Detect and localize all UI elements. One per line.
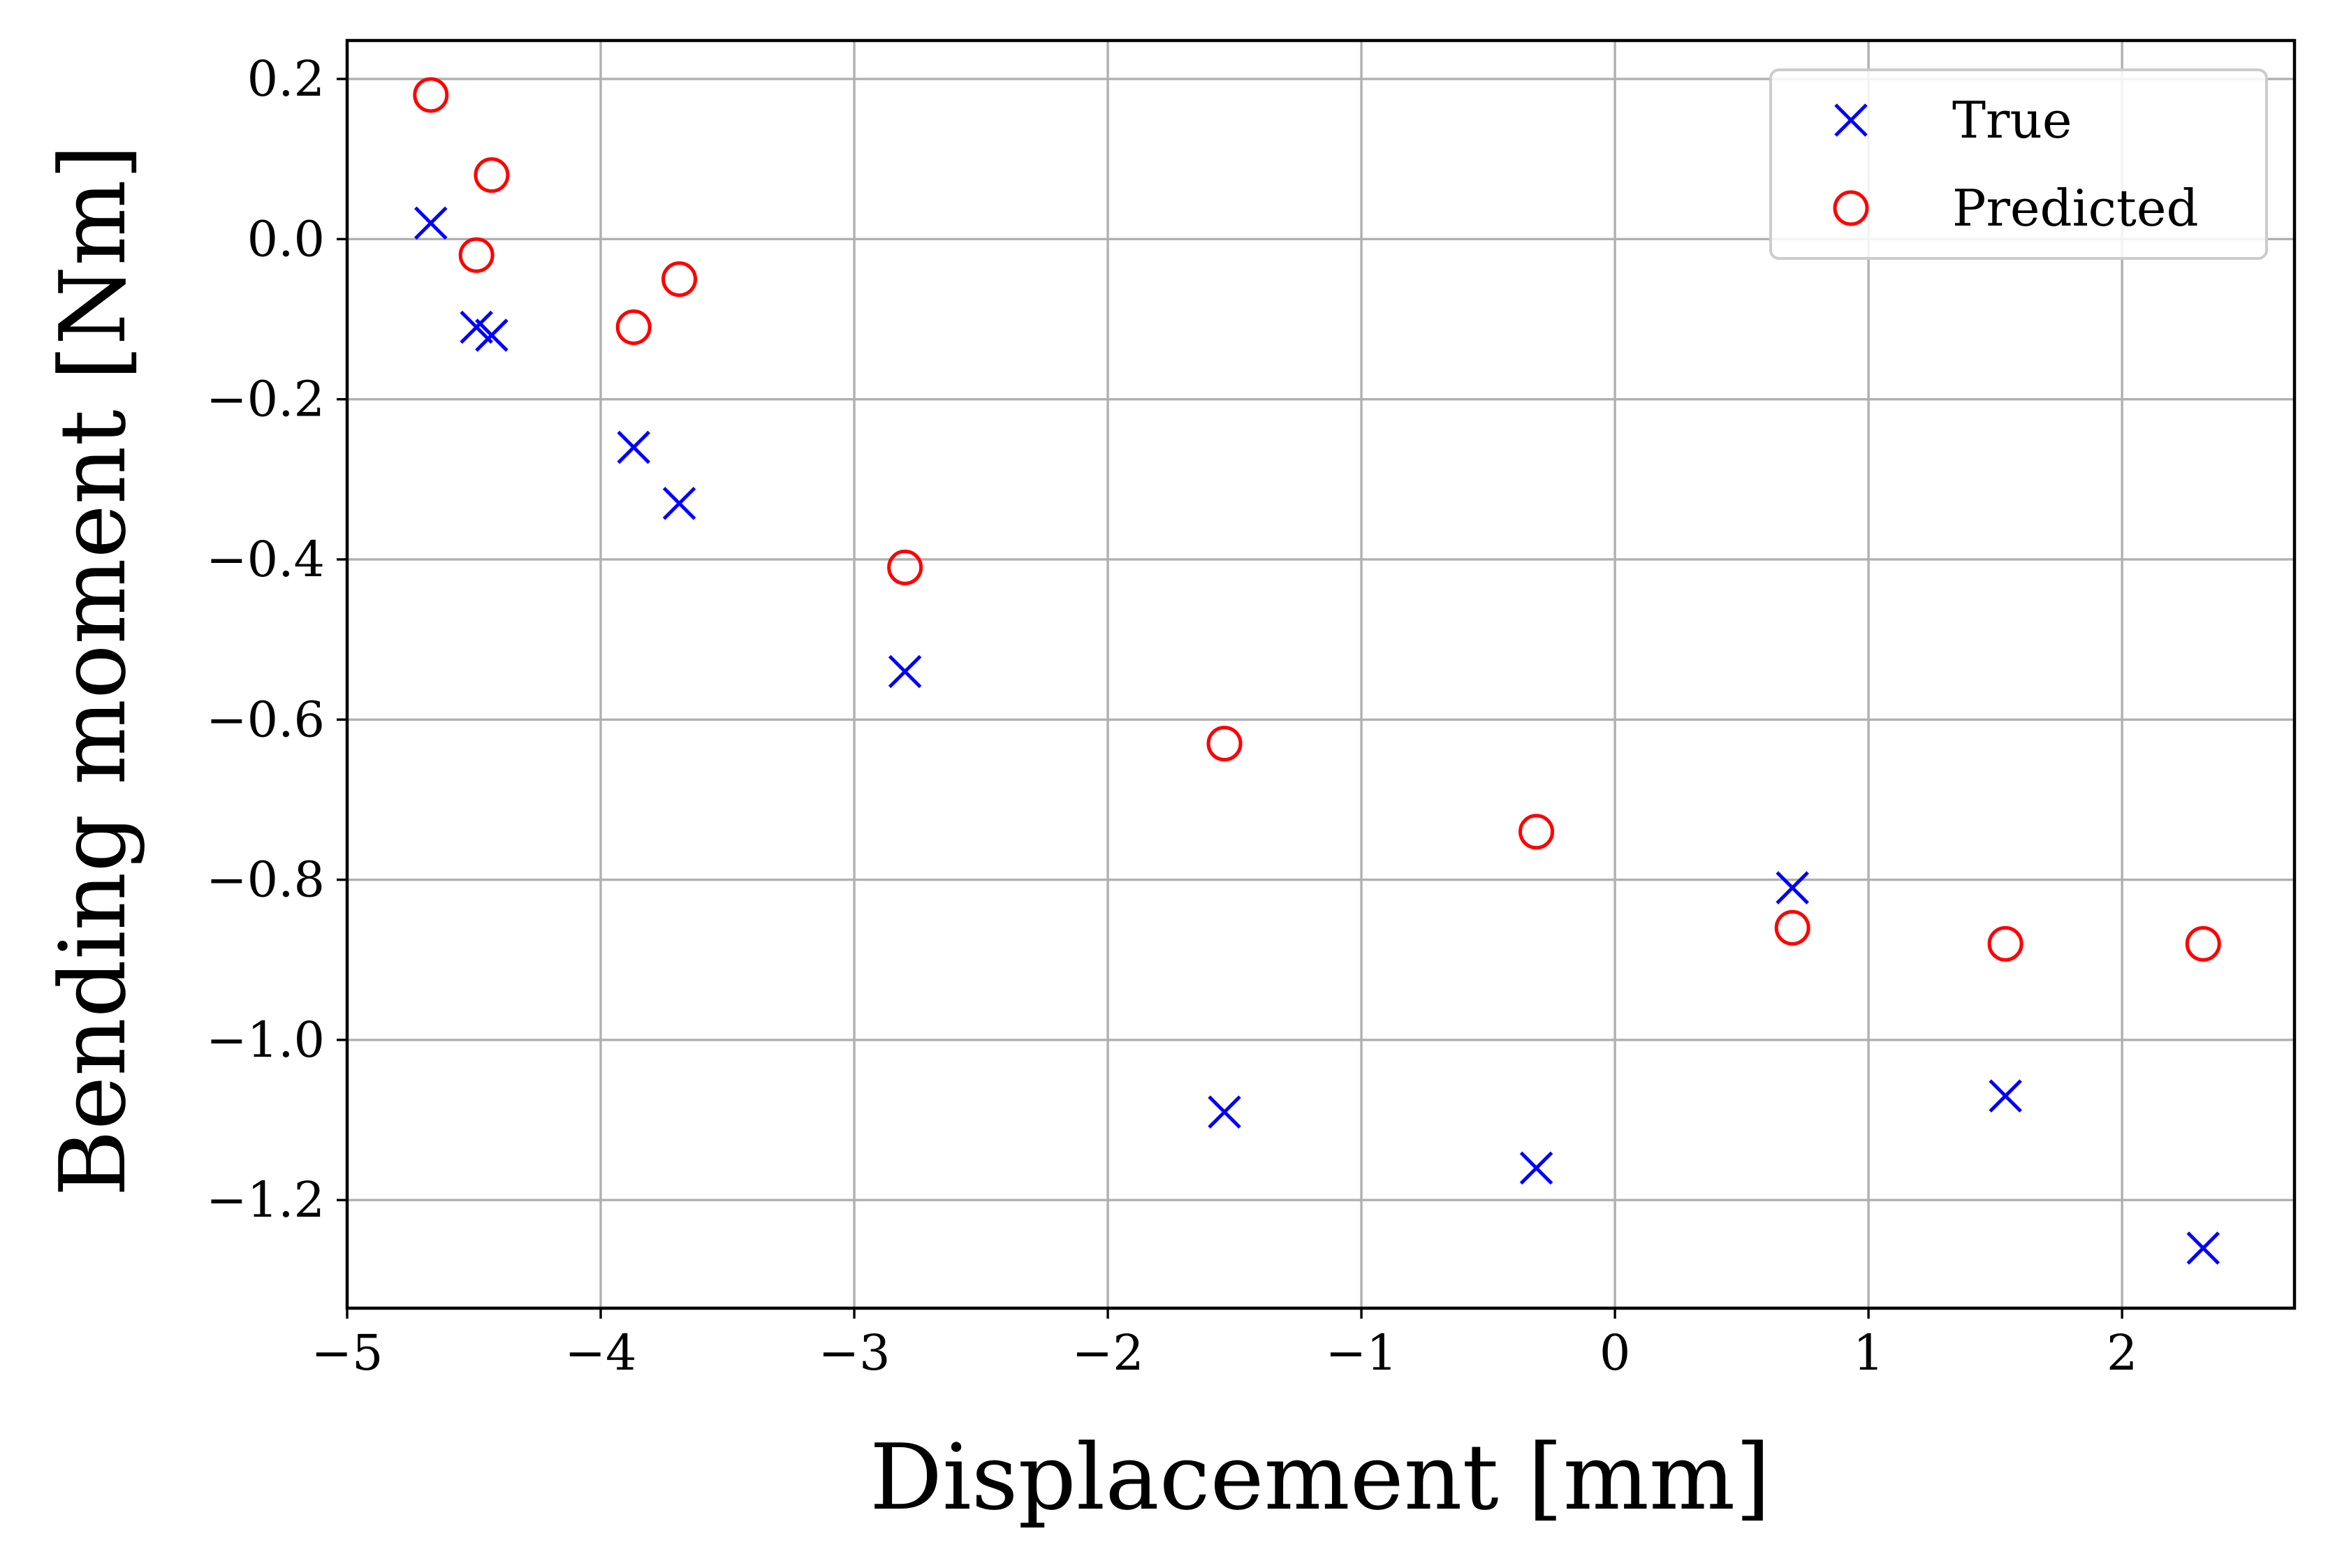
legend: True Predicted xyxy=(1769,68,2268,260)
legend-item-predicted: Predicted xyxy=(1833,179,2199,237)
y-axis-label: Bending moment [Nm] xyxy=(40,145,146,1197)
data-point-true xyxy=(1989,1079,2022,1113)
data-point-predicted xyxy=(2185,925,2221,962)
x-tick-label: 2 xyxy=(2107,1324,2138,1382)
data-point-true xyxy=(1776,871,1809,904)
legend-item-true: True xyxy=(1834,91,2072,149)
y-tick-label: −1.2 xyxy=(206,1171,325,1229)
data-points xyxy=(413,77,2221,1265)
data-point-predicted xyxy=(661,261,698,298)
x-tick-label: −5 xyxy=(311,1324,383,1382)
data-point-predicted xyxy=(413,77,449,113)
x-tick-label: −2 xyxy=(1071,1324,1143,1382)
y-tick-label: −0.8 xyxy=(206,851,325,909)
plot-frame xyxy=(345,38,2297,1310)
legend-marker-predicted xyxy=(1833,190,1869,226)
y-tick-label: −0.6 xyxy=(206,691,325,748)
data-point-predicted xyxy=(1774,909,1810,946)
data-point-true xyxy=(1208,1095,1241,1129)
x-tick-label: 1 xyxy=(1853,1324,1884,1382)
data-point-predicted xyxy=(474,157,510,193)
y-tick-label: 0.0 xyxy=(247,210,325,268)
y-tick-label: 0.2 xyxy=(247,50,325,108)
data-point-predicted xyxy=(458,237,495,273)
legend-label-true: True xyxy=(1952,91,2072,149)
series-true xyxy=(414,206,2220,1265)
data-point-true xyxy=(617,430,650,464)
x-tick-label: −4 xyxy=(564,1324,636,1382)
x-tick-label: −3 xyxy=(818,1324,890,1382)
data-point-predicted xyxy=(887,549,923,585)
y-tick-label: −1.0 xyxy=(206,1011,325,1069)
x-axis-label: Displacement [mm] xyxy=(870,1424,1771,1530)
data-point-true xyxy=(662,486,696,520)
data-point-true xyxy=(888,654,922,689)
data-point-predicted xyxy=(1206,726,1243,762)
data-point-true xyxy=(2186,1231,2220,1265)
axis-ticks: −5 −4 −3 −2 −1 0 1 2 0.2 0.0 −0.2 −0.4 −0.6 −0.8 −1.0 −… xyxy=(206,50,2137,1382)
y-tick-label: −0.4 xyxy=(206,531,325,588)
data-point-true xyxy=(460,310,493,344)
data-point-true xyxy=(475,318,508,352)
x-tick-label: 0 xyxy=(1600,1324,1631,1382)
y-tick-label: −0.2 xyxy=(206,371,325,428)
data-point-true xyxy=(414,206,448,240)
data-point-true xyxy=(1519,1151,1553,1185)
data-point-predicted xyxy=(1987,925,2023,962)
legend-box xyxy=(1769,68,2268,260)
data-point-predicted xyxy=(615,309,652,345)
data-point-predicted xyxy=(1518,814,1555,850)
legend-label-predicted: Predicted xyxy=(1952,179,2199,237)
legend-marker-true xyxy=(1834,103,1868,137)
x-tick-label: −1 xyxy=(1325,1324,1397,1382)
series-predicted xyxy=(413,77,2221,962)
